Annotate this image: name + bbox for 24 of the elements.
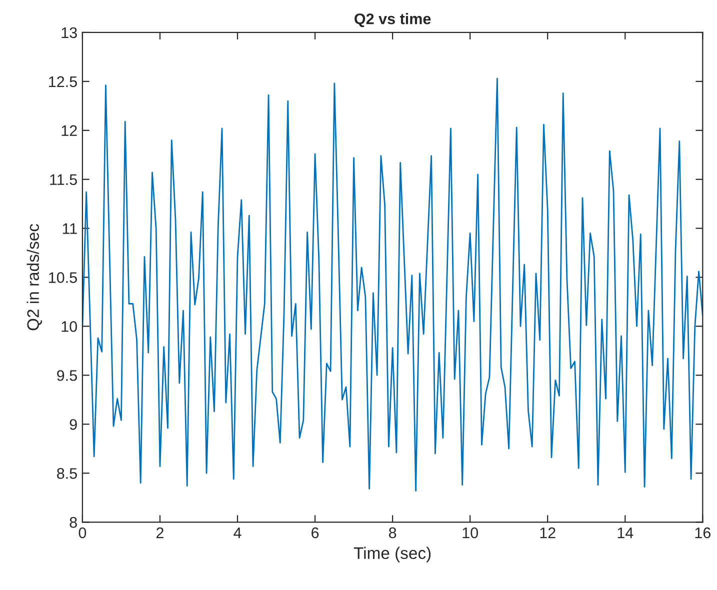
y-tick-label: 9 <box>70 419 77 430</box>
x-tick-label: 16 <box>695 527 710 538</box>
y-tick-label: 12 <box>62 125 77 136</box>
y-tick-label: 11.5 <box>50 174 77 186</box>
x-tick-label: 12 <box>540 527 556 538</box>
chart-title: Q2 vs time <box>354 13 431 28</box>
x-tick-label: 4 <box>234 528 242 538</box>
x-tick-label: 14 <box>618 528 634 538</box>
x-tick-label: 0 <box>78 527 86 538</box>
x-tick-label: 8 <box>388 527 396 538</box>
y-tick-label: 13 <box>62 27 77 38</box>
x-tick-label: 6 <box>312 527 319 538</box>
y-tick-label: 10.5 <box>49 272 77 283</box>
y-tick-label: 10 <box>62 321 77 332</box>
y-tick-label: 12.5 <box>49 76 77 88</box>
y-axis-title: Q2 in rads/sec <box>26 224 42 330</box>
x-tick-label: 2 <box>156 527 164 538</box>
line-series <box>82 78 703 492</box>
y-tick-label: 9.5 <box>57 370 77 381</box>
x-tick-label: 10 <box>462 527 478 538</box>
y-tick-label: 8.5 <box>57 468 77 479</box>
y-tick-label: 8 <box>70 517 77 528</box>
x-axis-title: Time (sec) <box>354 546 431 562</box>
y-tick-label: 11 <box>62 223 77 234</box>
